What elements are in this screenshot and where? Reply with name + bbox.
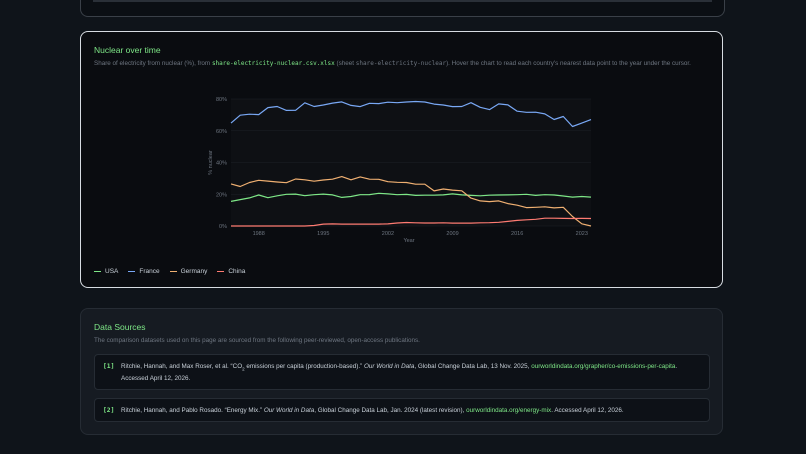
- sources-title: Data Sources: [94, 322, 146, 332]
- x-tick-label: 2002: [382, 231, 394, 237]
- legend-label: Germany: [180, 268, 208, 275]
- y-tick-label: 80%: [216, 97, 227, 103]
- legend-swatch-france: [128, 270, 136, 273]
- series-line-germany: [230, 176, 592, 227]
- nuclear-line-chart[interactable]: 0% 20% 40% 60% 80% 1988 1995 2002 2009 2016 2023 Ye…: [201, 94, 621, 264]
- legend-item-usa[interactable]: USA: [94, 268, 118, 275]
- ref-title: emissions per capita (production-based).…: [244, 363, 364, 370]
- previous-card-bottom: [80, 0, 725, 17]
- sources-subtitle: The comparison datasets used on this pag…: [94, 337, 420, 344]
- source-filename: share-electricity-nuclear.csv.xlsx: [211, 60, 335, 67]
- ref-accessed: . Accessed April 12, 2026.: [121, 363, 678, 383]
- desc-prefix: Share of electricity from nuclear (%), f…: [94, 60, 212, 67]
- page-scrollbar[interactable]: [802, 0, 806, 454]
- chart-legend: USA France Germany China: [94, 268, 245, 275]
- reference-text: Ritchie, Hannah, and Max Roser, et al. “…: [121, 362, 699, 384]
- desc-sheet-open: (sheet: [334, 60, 356, 67]
- card-title: Nuclear over time: [94, 45, 161, 55]
- ref-journal: Our World in Data: [263, 407, 315, 414]
- sheet-name: share-electricity-nuclear: [355, 60, 447, 67]
- y-tick-label: 40%: [216, 161, 227, 167]
- x-axis-label: Year: [403, 238, 414, 244]
- ref-subscript: 2: [242, 366, 245, 372]
- ref-publisher: , Global Change Data Lab, 13 Nov. 2025,: [414, 363, 532, 370]
- series-line-france: [230, 100, 592, 128]
- legend-item-germany[interactable]: Germany: [169, 268, 208, 275]
- x-tick-label: 1988: [253, 231, 265, 237]
- legend-swatch-germany: [169, 270, 177, 273]
- ref-link[interactable]: ourworldindata.org/energy-mix: [466, 407, 552, 414]
- ref-link[interactable]: ourworldindata.org/grapher/co-emissions-…: [531, 363, 676, 370]
- card-description: Share of electricity from nuclear (%), f…: [94, 59, 714, 69]
- reference-item: [1] Ritchie, Hannah, and Max Roser, et a…: [94, 354, 710, 390]
- y-tick-label: 60%: [216, 129, 227, 135]
- legend-item-france[interactable]: France: [128, 268, 160, 275]
- desc-suffix: ). Hover the chart to read each country'…: [446, 60, 691, 67]
- x-tick-label: 2023: [576, 231, 588, 237]
- series-line-china: [231, 217, 592, 227]
- legend-label: China: [228, 268, 246, 275]
- legend-item-china[interactable]: China: [217, 268, 245, 275]
- ref-publisher: , Global Change Data Lab, Jan. 2024 (lat…: [314, 407, 467, 414]
- reference-number: [2]: [103, 407, 115, 414]
- series-line-usa: [230, 192, 592, 202]
- x-tick-label: 2009: [446, 231, 458, 237]
- y-tick-label: 0%: [219, 224, 227, 230]
- legend-label: France: [139, 268, 160, 275]
- reference-text: Ritchie, Hannah, and Pablo Rosado. “Ener…: [121, 406, 699, 416]
- ref-journal: Our World in Data: [363, 363, 415, 370]
- ref-authors: Ritchie, Hannah, and Pablo Rosado. “Ener…: [121, 407, 264, 414]
- nuclear-over-time-card: Nuclear over time Share of electricity f…: [80, 31, 723, 288]
- x-tick-label: 2016: [511, 231, 523, 237]
- reference-item: [2] Ritchie, Hannah, and Pablo Rosado. “…: [94, 398, 710, 422]
- data-sources-card: Data Sources The comparison datasets use…: [80, 308, 723, 435]
- previous-card-divider: [93, 0, 712, 2]
- x-tick-label: 1995: [317, 231, 329, 237]
- legend-swatch-china: [217, 270, 225, 273]
- reference-number: [1]: [103, 363, 115, 370]
- legend-label: USA: [105, 268, 119, 275]
- y-tick-label: 20%: [216, 192, 227, 198]
- y-axis-label: % nuclear: [208, 150, 214, 175]
- ref-authors: Ritchie, Hannah, and Max Roser, et al. “…: [121, 363, 243, 370]
- legend-swatch-usa: [94, 270, 101, 273]
- ref-accessed: . Accessed April 12, 2026.: [551, 407, 624, 414]
